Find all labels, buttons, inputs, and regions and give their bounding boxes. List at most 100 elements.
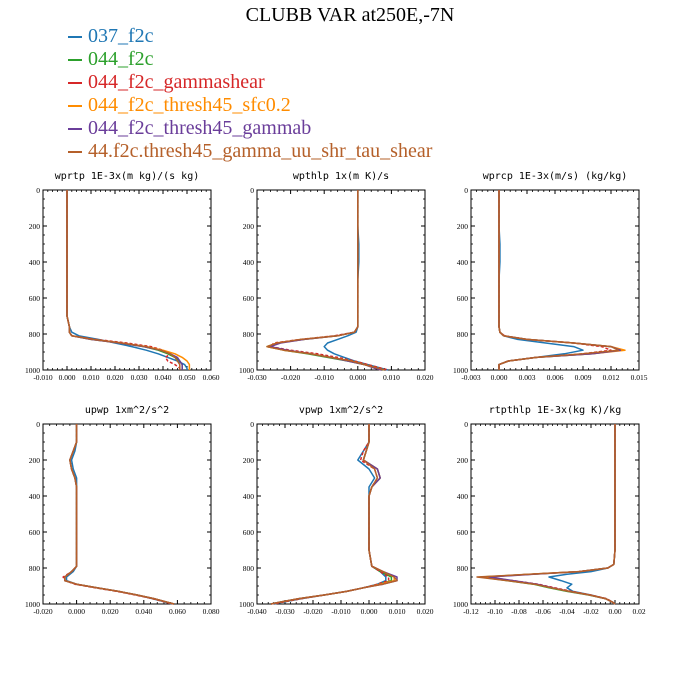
y-tick-label: 400 [457, 492, 469, 501]
legend-item: 044_f2c_gammashear [68, 71, 432, 94]
y-tick-label: 400 [243, 492, 255, 501]
y-tick-label: 400 [29, 258, 41, 267]
x-tick-label: -0.030 [275, 607, 295, 616]
legend-label: 044_f2c_thresh45_sfc0.2 [88, 94, 291, 116]
y-tick-label: 1000 [25, 600, 40, 609]
y-tick-label: 400 [29, 492, 41, 501]
legend-swatch [68, 59, 82, 62]
legend-swatch [68, 36, 82, 39]
series-line [548, 424, 616, 605]
y-tick-label: 0 [464, 186, 468, 195]
y-tick-label: 1000 [239, 366, 254, 375]
y-tick-label: 600 [29, 294, 41, 303]
y-tick-label: 1000 [25, 366, 40, 375]
y-tick-label: 800 [243, 564, 255, 573]
y-tick-label: 600 [29, 528, 41, 537]
series-line [498, 190, 622, 370]
x-tick-label: -0.020 [303, 607, 323, 616]
x-tick-label: 0.060 [203, 373, 220, 382]
y-tick-label: 800 [29, 330, 41, 339]
y-tick-label: 800 [457, 564, 469, 573]
y-tick-label: 0 [464, 420, 468, 429]
x-tick-label: 0.000 [68, 607, 85, 616]
x-tick-label: -0.010 [33, 373, 53, 382]
series-line [270, 424, 398, 605]
y-tick-label: 200 [243, 456, 255, 465]
x-tick-label: 0.003 [519, 373, 536, 382]
series-line [62, 424, 173, 605]
x-tick-label: 0.012 [603, 373, 620, 382]
y-tick-label: 1000 [453, 600, 468, 609]
y-tick-label: 400 [457, 258, 469, 267]
y-tick-label: 200 [457, 222, 469, 231]
legend: 037_f2c 044_f2c 044_f2c_gammashear 044_f2c_… [68, 25, 432, 163]
legend-swatch [68, 105, 82, 108]
panel-title: wprtp 1E-3x(m kg)/(s kg) [55, 171, 200, 182]
x-tick-label: 0.080 [203, 607, 220, 616]
chart-panel: wprtp 1E-3x(m kg)/(s kg) -0.010 0.000 0.010… [25, 171, 220, 382]
legend-item: 44.f2c.thresh45_gamma_uu_shr_tau_shear [68, 140, 432, 163]
x-tick-label: 0.015 [631, 373, 648, 382]
series-line [498, 190, 612, 370]
x-tick-label: 0.030 [131, 373, 148, 382]
x-tick-label: 0.000 [59, 373, 76, 382]
x-tick-label: 0.006 [547, 373, 564, 382]
series-line [66, 190, 191, 370]
chart-panel: rtpthlp 1E-3x(kg K)/kg -0.12 -0.10 -0.08 -0.… [453, 405, 646, 616]
series-line [64, 424, 175, 605]
x-tick-label: 0.020 [417, 607, 434, 616]
series-line [64, 424, 175, 605]
x-tick-label: 0.040 [135, 607, 152, 616]
legend-label: 044_f2c_gammashear [88, 71, 265, 93]
x-tick-label: 0.010 [389, 607, 406, 616]
x-tick-label: 0.010 [83, 373, 100, 382]
legend-item: 044_f2c_thresh45_sfc0.2 [68, 94, 432, 117]
figure-title: CLUBB VAR at250E,-7N [245, 4, 455, 26]
y-tick-label: 0 [250, 186, 254, 195]
x-tick-label: 0.020 [107, 373, 124, 382]
series-line [498, 190, 620, 370]
series-line [269, 190, 382, 371]
x-tick-label: 0.020 [417, 373, 434, 382]
x-tick-label: -0.040 [247, 607, 267, 616]
x-tick-label: 0.010 [383, 373, 400, 382]
series-line [64, 424, 175, 605]
y-tick-label: 200 [29, 222, 41, 231]
x-tick-label: 0.02 [632, 607, 645, 616]
panel-title: vpwp 1xm^2/s^2 [299, 405, 383, 416]
legend-swatch [68, 151, 82, 154]
y-tick-label: 600 [243, 294, 255, 303]
y-tick-label: 1000 [453, 366, 468, 375]
y-tick-label: 200 [457, 456, 469, 465]
panel-title: rtpthlp 1E-3x(kg K)/kg [489, 405, 621, 416]
x-tick-label: 0.000 [349, 373, 366, 382]
panel-title: wprcp 1E-3x(m/s) (kg/kg) [483, 171, 628, 182]
y-tick-label: 0 [250, 420, 254, 429]
series-line [498, 190, 622, 370]
series-line [498, 190, 626, 370]
y-tick-label: 600 [457, 294, 469, 303]
x-tick-label: 0.050 [179, 373, 196, 382]
chart-panel: wpthlp 1x(m K)/s -0.030 -0.020 -0.010 0.000 0… [239, 171, 434, 382]
series-line [64, 424, 175, 605]
chart-panel: upwp 1xm^2/s^2 -0.020 0.000 0.020 0.040 0.060… [25, 405, 220, 616]
legend-label: 44.f2c.thresh45_gamma_uu_shr_tau_shear [88, 140, 433, 162]
legend-label: 044_f2c [88, 48, 154, 70]
y-tick-label: 600 [243, 528, 255, 537]
y-tick-label: 800 [457, 330, 469, 339]
x-tick-label: -0.030 [247, 373, 267, 382]
plot-frame [256, 423, 426, 605]
x-tick-label: -0.020 [33, 607, 53, 616]
x-tick-label: -0.010 [331, 607, 351, 616]
series-line [273, 424, 390, 605]
chart-panel: wprcp 1E-3x(m/s) (kg/kg) -0.003 0.000 0.003… [453, 171, 648, 382]
y-tick-label: 0 [36, 186, 40, 195]
y-tick-label: 200 [29, 456, 41, 465]
y-tick-label: 400 [243, 258, 255, 267]
series-line [266, 190, 385, 371]
y-tick-label: 200 [243, 222, 255, 231]
x-tick-label: 0.009 [575, 373, 592, 382]
x-tick-label: -0.04 [559, 607, 575, 616]
chart-panel: vpwp 1xm^2/s^2 -0.040 -0.030 -0.020 -0.010 0.… [239, 405, 434, 616]
